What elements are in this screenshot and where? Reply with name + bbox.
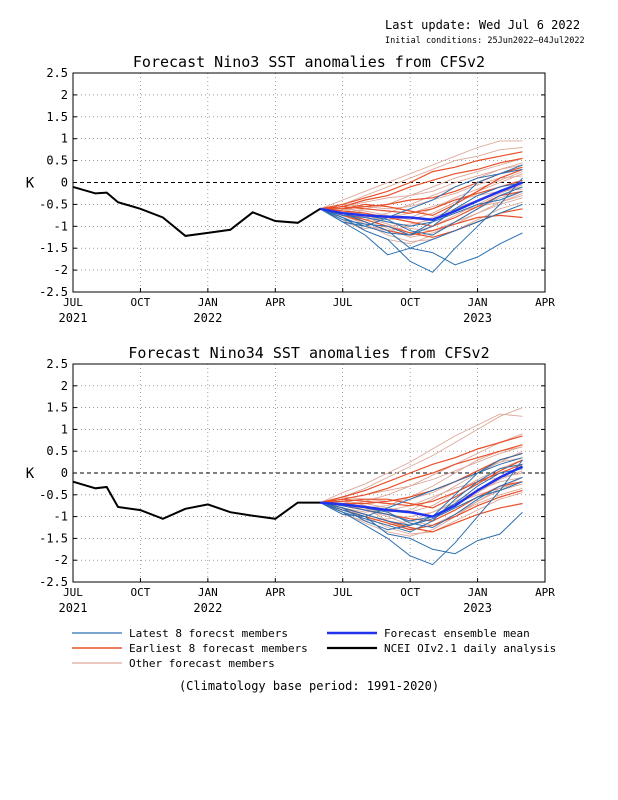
x-tick-month: JAN [198,296,218,309]
earliest-member-line [320,444,523,504]
other-member-line [319,195,523,229]
climatology-footnote: (Climatology base period: 1991-2020) [179,679,439,693]
chart-title: Forecast Nino3 SST anomalies from CFSv2 [133,53,485,71]
other-member-line [320,175,523,210]
x-tick-year: 2021 [59,311,88,325]
x-tick-year: 2023 [463,601,492,615]
latest-member-line [319,164,523,227]
y-tick-label: 2 [61,379,68,393]
y-tick-label: 1 [61,422,68,436]
x-tick-year: 2023 [463,311,492,325]
other-member-line [320,407,523,504]
latest-member-line [320,177,523,273]
y-tick-label: -2 [54,553,68,567]
y-tick-label: -1.5 [39,531,68,545]
y-tick-label: 0.5 [46,444,68,458]
y-tick-label: 2.5 [46,66,68,80]
x-tick-month: OCT [400,296,420,309]
y-tick-label: -2.5 [39,575,68,589]
latest-member-line [320,208,523,266]
other-member-line [320,147,523,210]
y-tick-label: 0 [61,176,68,190]
y-tick-label: 1.5 [46,110,68,124]
observed-line [72,480,321,520]
x-tick-year: 2021 [59,601,88,615]
x-tick-month: APR [535,296,555,309]
latest-member-line [319,203,523,256]
other-member-line [320,140,523,210]
earliest-member-line [320,459,523,509]
x-tick-month: JUL [63,296,83,309]
legend-label-latest: Latest 8 forecst members [129,627,288,640]
latest-member-line [320,502,523,555]
ensemble-mean-line [320,465,524,518]
y-tick-label: -0.5 [39,197,68,211]
legend-label-other: Other forecast members [129,657,275,670]
x-tick-month: JAN [198,586,218,599]
y-tick-label: 0 [61,466,68,480]
earliest-member-line [320,452,523,505]
legend-label-obs: NCEI OIv2.1 daily analysis [384,642,556,655]
latest-member-line [320,463,523,533]
y-tick-label: 2.5 [46,357,68,371]
observed-line [72,185,321,237]
y-axis-label: K [26,176,35,192]
x-tick-month: JUL [63,586,83,599]
legend: Latest 8 forecst members Earliest 8 forec… [72,627,556,670]
x-tick-month: JAN [468,586,488,599]
earliest-member-line [320,179,523,214]
x-tick-year: 2022 [193,601,222,615]
earliest-member-line [320,157,523,210]
x-tick-month: OCT [130,586,150,599]
header: Last update: Wed Jul 6 2022 Initial cond… [385,18,585,46]
y-tick-label: -0.5 [39,488,68,502]
x-tick-month: APR [265,296,285,309]
y-tick-label: 2 [61,88,68,102]
y-tick-label: -1 [54,510,68,524]
y-tick-label: 1.5 [46,401,68,415]
y-tick-label: -1 [54,219,68,233]
y-tick-label: -1.5 [39,241,68,255]
latest-member-line [320,168,523,227]
x-tick-month: APR [265,586,285,599]
latest-member-line [320,468,523,531]
ensemble-mean-line [319,181,523,221]
earliest-member-line [320,168,523,217]
x-tick-month: JUL [333,296,353,309]
other-member-line [320,157,523,214]
other-member-line [320,413,523,504]
x-tick-month: JAN [468,296,488,309]
x-tick-month: JUL [333,586,353,599]
nino34-chart: Forecast Nino34 SST anomalies from CFSv2… [26,344,556,615]
initial-conditions-text: Initial conditions: 25Jun2022–04Jul2022 [385,36,585,46]
latest-member-line [320,481,523,526]
legend-label-earliest: Earliest 8 forecast members [129,642,308,655]
earliest-member-line [320,435,523,504]
last-update-text: Last update: Wed Jul 6 2022 [385,18,581,32]
latest-member-line [320,190,523,236]
other-member-line [320,201,523,243]
x-tick-month: OCT [130,296,150,309]
chart-title: Forecast Nino34 SST anomalies from CFSv2 [128,344,489,362]
y-tick-label: 0.5 [46,154,68,168]
other-member-line [320,162,523,210]
x-tick-year: 2022 [193,311,222,325]
legend-label-mean: Forecast ensemble mean [384,627,530,640]
latest-member-line [320,452,523,522]
y-tick-label: -2.5 [39,285,68,299]
latest-member-line [320,459,523,566]
x-tick-month: APR [535,586,555,599]
x-tick-month: OCT [400,586,420,599]
nino3-chart: Forecast Nino3 SST anomalies from CFSv2 K… [26,53,556,325]
other-member-line [320,450,523,513]
y-tick-label: 1 [61,132,68,146]
y-axis-label: K [26,466,35,482]
y-tick-label: -2 [54,263,68,277]
earliest-member-line [320,151,523,210]
